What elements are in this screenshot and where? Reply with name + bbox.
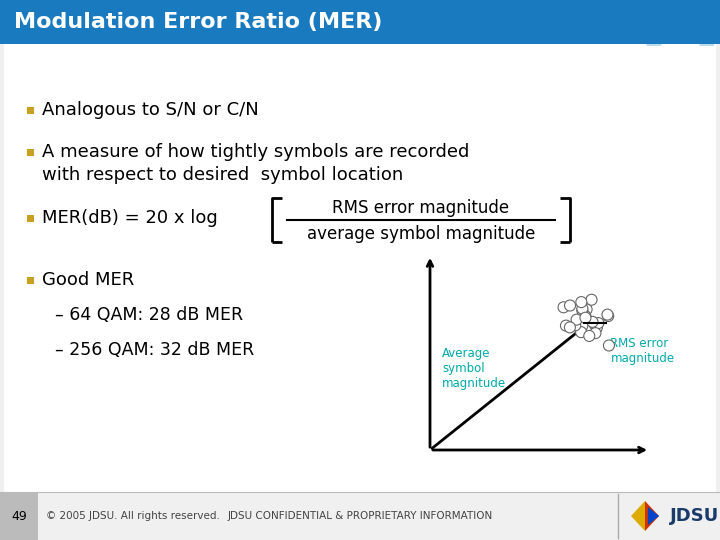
Text: MER(dB) = 20 x log: MER(dB) = 20 x log [42,209,217,227]
Text: Modulation Error Ratio (MER): Modulation Error Ratio (MER) [14,12,382,32]
Circle shape [586,294,597,305]
Text: – 64 QAM: 28 dB MER: – 64 QAM: 28 dB MER [55,306,243,324]
Circle shape [576,296,587,308]
Text: with respect to desired  symbol location: with respect to desired symbol location [42,166,403,184]
Polygon shape [631,501,645,531]
Text: RMS error
magnitude: RMS error magnitude [611,338,675,365]
Circle shape [587,316,598,327]
Text: M: M [639,0,720,63]
Polygon shape [648,507,659,525]
Circle shape [584,330,595,341]
Circle shape [590,319,600,330]
FancyBboxPatch shape [27,106,34,113]
Circle shape [590,328,601,339]
Circle shape [580,312,591,323]
Circle shape [560,320,572,331]
Text: 49: 49 [11,510,27,523]
Circle shape [580,314,591,325]
FancyBboxPatch shape [0,492,38,540]
Circle shape [591,322,603,333]
FancyBboxPatch shape [27,148,34,156]
Text: JDSU CONFIDENTIAL & PROPRIETARY INFORMATION: JDSU CONFIDENTIAL & PROPRIETARY INFORMAT… [228,511,492,521]
Circle shape [593,318,604,328]
Circle shape [564,300,575,311]
Circle shape [575,327,587,338]
Text: Analogous to S/N or C/N: Analogous to S/N or C/N [42,101,258,119]
Text: – 256 QAM: 32 dB MER: – 256 QAM: 32 dB MER [55,341,254,359]
Text: Average
symbol
magnitude: Average symbol magnitude [442,347,506,389]
Circle shape [577,320,588,331]
Circle shape [603,340,614,351]
Circle shape [577,303,588,314]
Circle shape [571,314,582,325]
Text: JDSU: JDSU [670,507,719,525]
Text: A measure of how tightly symbols are recorded: A measure of how tightly symbols are rec… [42,143,469,161]
FancyBboxPatch shape [27,276,34,284]
FancyBboxPatch shape [4,44,716,492]
Circle shape [564,322,575,333]
Circle shape [580,310,591,321]
Text: Good MER: Good MER [42,271,134,289]
Circle shape [577,305,588,316]
Polygon shape [645,501,659,531]
Circle shape [581,304,592,315]
Circle shape [570,320,581,331]
FancyBboxPatch shape [0,0,720,44]
FancyBboxPatch shape [27,214,34,221]
Text: average symbol magnitude: average symbol magnitude [307,225,535,243]
Circle shape [602,309,613,320]
Circle shape [558,302,569,313]
Text: © 2005 JDSU. All rights reserved.: © 2005 JDSU. All rights reserved. [46,511,220,521]
Text: RMS error magnitude: RMS error magnitude [333,199,510,217]
Circle shape [603,310,613,321]
